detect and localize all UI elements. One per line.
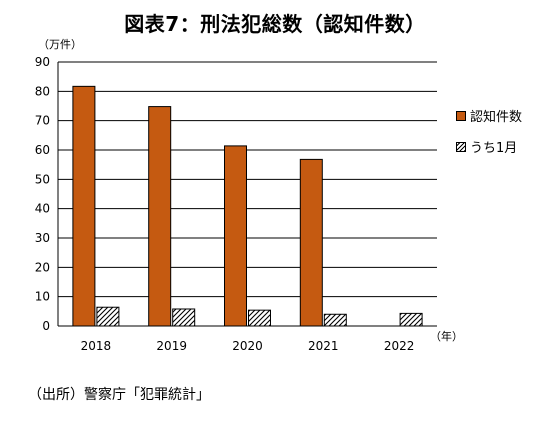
bar-series-1-2020 — [224, 145, 247, 327]
y-tick-label: 30 — [35, 231, 50, 245]
y-tick-label: 50 — [35, 172, 50, 186]
x-axis-unit-label: （年） — [430, 330, 463, 343]
x-tick-label: 2018 — [81, 339, 112, 353]
y-tick-label: 90 — [35, 55, 50, 69]
source-note: （出所）警察庁「犯罪統計」 — [28, 387, 210, 403]
bar-series-2-2018 — [96, 306, 120, 327]
legend-swatch-series-2 — [456, 141, 466, 152]
y-axis-unit-label: （万件） — [38, 38, 82, 51]
x-tick-label: 2022 — [384, 339, 415, 353]
legend-label-series-1: 認知件数 — [470, 110, 523, 125]
y-tick-label: 80 — [35, 84, 50, 98]
y-tick-label: 40 — [35, 202, 50, 216]
x-tick-label: 2020 — [232, 339, 263, 353]
legend-swatch-series-1 — [456, 110, 466, 121]
y-tick-label: 0 — [42, 319, 50, 333]
chart-title: 図表7：刑法犯総数（認知件数） — [124, 12, 426, 36]
legend-item-series-2: うち1月 — [456, 137, 517, 156]
bar-series-2-2020 — [248, 309, 271, 327]
bar-series-1-2019 — [148, 106, 172, 327]
y-tick-label: 20 — [35, 260, 50, 274]
bar-series-2-2021 — [323, 313, 347, 327]
bar-series-2-2019 — [172, 308, 196, 327]
y-tick-label: 60 — [35, 143, 50, 157]
legend-label-series-2: うち1月 — [470, 141, 518, 156]
y-tick-label: 10 — [35, 290, 50, 304]
y-tick-label: 70 — [35, 114, 50, 128]
bar-series-1-2018 — [72, 85, 96, 327]
bar-series-2-2022 — [399, 312, 423, 327]
x-tick-label: 2019 — [156, 339, 187, 353]
bar-series-1-2021 — [299, 158, 323, 327]
legend-item-series-1: 認知件数 — [456, 106, 522, 125]
x-tick-label: 2021 — [308, 339, 339, 353]
